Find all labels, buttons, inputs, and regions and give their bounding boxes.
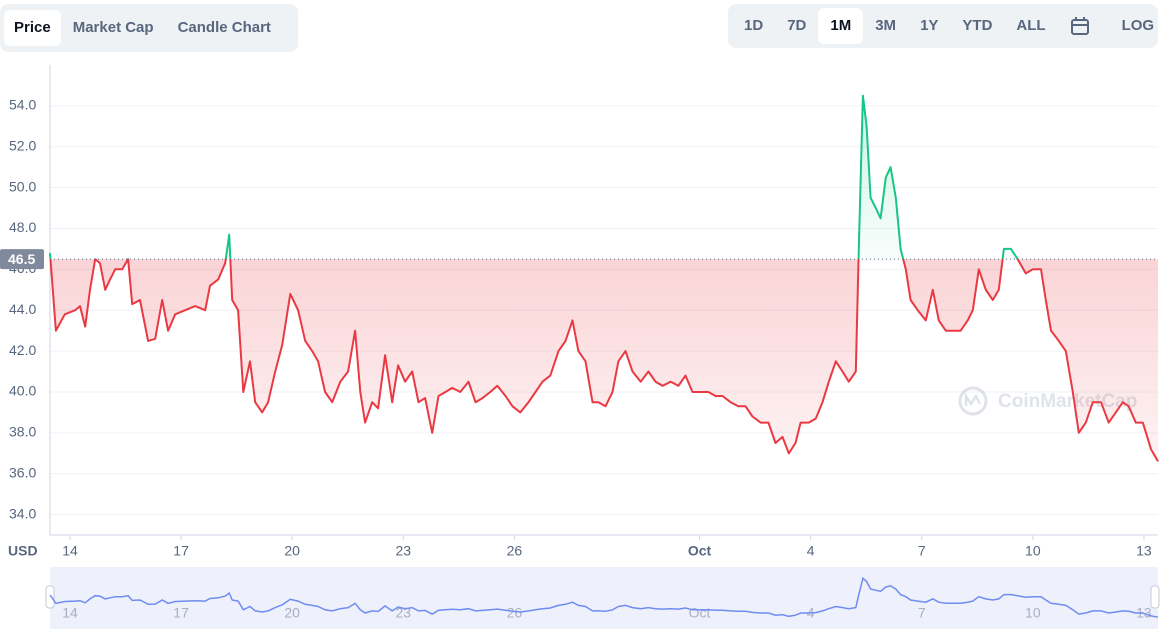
x-tick-label: 20 [284,543,300,559]
y-tick-label: 52.0 [9,137,36,153]
price-line [49,94,1159,462]
x-tick-label: 14 [62,543,78,559]
range-button[interactable]: 7D [787,17,807,34]
area [50,95,1158,462]
navigator-x-label: 20 [284,605,300,621]
reference-label: 46.5 [8,251,35,267]
navigator-x-label: Oct [689,605,711,621]
tab-bar: Price Market Cap Candle Chart [0,4,298,52]
log-button[interactable]: LOG [1121,17,1155,34]
y-tick-label: 36.0 [9,464,36,480]
x-tick-label: 7 [918,543,926,559]
navigator-handle[interactable] [1150,585,1160,609]
navigator-x-label: 14 [62,605,78,621]
range-button[interactable]: 1Y [920,17,939,34]
y-tick-label: 48.0 [9,219,36,235]
x-tick-label: 23 [395,543,411,559]
y-tick-label: 42.0 [9,342,36,358]
calendar-icon [1070,17,1089,36]
tab[interactable]: Price [4,10,61,46]
calendar-button[interactable] [1058,8,1102,44]
x-tick-label: 10 [1025,543,1041,559]
range-button[interactable]: ALL [1016,17,1046,34]
navigator-handle[interactable] [45,585,55,609]
reference-label-bg [0,249,44,270]
y-tick-label: 34.0 [9,505,36,521]
range-button[interactable]: 1D [744,17,764,34]
x-tick-label: 13 [1136,543,1152,559]
range-button[interactable]: 3M [875,17,897,34]
x-tick-label: 4 [807,543,815,559]
navigator-x-label: 7 [918,605,926,621]
navigator-x-label: 10 [1025,605,1041,621]
tab[interactable]: Candle Chart [177,19,271,36]
navigator-bg [50,567,1158,629]
x-tick-label: Oct [688,543,712,559]
y-tick-label: 44.0 [9,301,36,317]
y-tick-label: 50.0 [9,178,36,194]
y-axis-unit: USD [8,543,38,559]
y-tick-label: 38.0 [9,424,36,440]
navigator-x-label: 17 [173,605,189,621]
y-tick-label: 40.0 [9,383,36,399]
range-bar: 1D 7D 1M 3M 1Y YTD ALL LOG [728,4,1158,48]
x-tick-label: 17 [173,543,189,559]
range-button[interactable]: YTD [962,17,993,34]
y-tick-label: 54.0 [9,97,36,113]
navigator-line [49,576,1159,618]
range-button[interactable]: 1M [818,8,864,44]
x-tick-label: 26 [507,543,523,559]
tab[interactable]: Market Cap [72,19,154,36]
navigator-x-label: 26 [507,605,523,621]
